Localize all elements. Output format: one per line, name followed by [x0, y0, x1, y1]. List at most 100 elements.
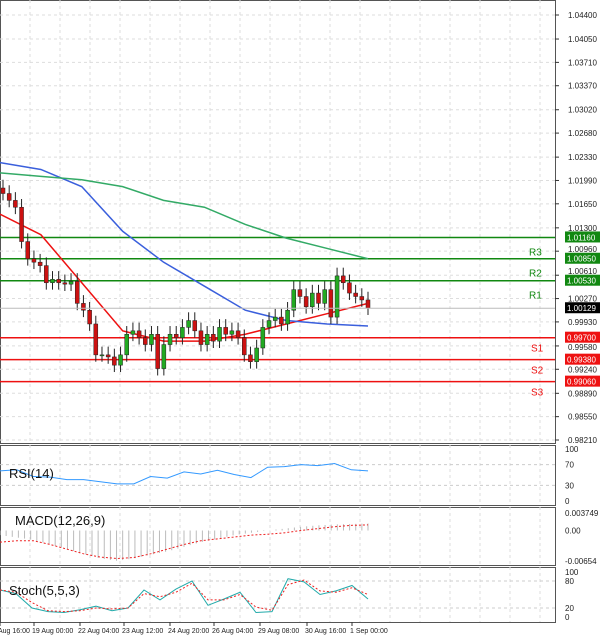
candle-bearish: [13, 200, 18, 208]
candle-bullish: [310, 292, 315, 308]
panel-frame-0: [0, 0, 556, 444]
level-price-label: 1.01160: [567, 233, 596, 242]
candle-bearish: [74, 281, 80, 304]
candle-bullish: [204, 334, 210, 345]
rsi-tick-label: 0: [565, 497, 570, 506]
price-tick-label: 1.01650: [568, 200, 597, 209]
candle-bullish: [254, 347, 259, 362]
candle-bearish: [105, 354, 111, 358]
macd-tick-label: 0.00: [565, 526, 581, 535]
candle-bearish: [6, 193, 12, 201]
price-tick-label: 0.99930: [568, 318, 597, 327]
candle-bearish: [365, 299, 371, 309]
price-tick-label: 1.04050: [568, 35, 597, 44]
price-tick-label: 0.99240: [568, 365, 597, 374]
candle-bearish: [44, 265, 49, 284]
level-price-box: [565, 375, 600, 387]
candle-bearish: [198, 330, 204, 345]
candle-bearish: [136, 330, 142, 338]
price-tick-label: 1.00270: [568, 295, 597, 304]
stoch-tick-label: 0: [565, 613, 570, 622]
candle-bearish: [235, 330, 241, 338]
candle-bearish: [155, 334, 160, 369]
macd-tick-label: -0.00654: [565, 557, 597, 566]
candle-bearish: [297, 289, 303, 297]
candle-bearish: [328, 289, 334, 318]
price-tick-label: 1.03710: [568, 58, 597, 67]
candle-bullish: [50, 279, 55, 284]
candle-bullish: [99, 354, 105, 357]
level-label-R1: R1: [529, 291, 542, 302]
candle-bullish: [229, 330, 235, 335]
price-tick-label: 1.01300: [568, 224, 597, 233]
candle-bullish: [130, 330, 136, 335]
candle-bearish: [62, 282, 68, 285]
level-price-box: [565, 274, 600, 286]
slow-ma-line: [0, 172, 369, 260]
fast-ma-line: [0, 213, 369, 342]
level-price-box: [565, 231, 600, 243]
candle-bearish: [316, 292, 321, 304]
price-tick-label: 0.98210: [568, 436, 597, 445]
candle-bearish: [143, 337, 148, 345]
price-tick-label: 1.01990: [568, 176, 597, 185]
level-price-box: [565, 331, 600, 343]
time-label: 26 Aug 04:00: [212, 628, 253, 635]
level-price-label: 0.99060: [567, 378, 596, 387]
level-price-label: 0.99700: [567, 334, 596, 343]
current-price-label: 1.00129: [567, 304, 596, 313]
candle-bullish: [118, 354, 123, 366]
candle-bearish: [223, 327, 228, 335]
level-label-R3: R3: [529, 247, 542, 258]
candle-bearish: [31, 258, 37, 263]
candle-bearish: [347, 282, 352, 294]
level-price-label: 1.00530: [567, 277, 596, 286]
candle-bearish: [359, 296, 365, 301]
candle-bearish: [192, 320, 198, 332]
price-tick-label: 1.04400: [568, 11, 597, 20]
candle-bearish: [353, 292, 358, 297]
candle-bearish: [211, 334, 216, 342]
rsi-tick-label: 70: [565, 461, 574, 470]
candle-bearish: [303, 296, 309, 308]
candle-bearish: [37, 261, 43, 266]
candle-bullish: [124, 334, 129, 356]
price-tick-label: 0.98890: [568, 389, 597, 398]
candle-bullish: [334, 275, 340, 318]
candle-bearish: [25, 241, 30, 259]
candle-bearish: [93, 323, 99, 356]
candle-bullish: [186, 320, 191, 328]
stoch-signal-line: [0, 579, 369, 613]
level-price-box: [565, 252, 600, 264]
rsi-line: [0, 463, 369, 485]
candle-bearish: [279, 316, 284, 325]
candle-bullish: [161, 344, 167, 369]
candle-bullish: [149, 334, 154, 345]
price-tick-label: 1.03020: [568, 106, 597, 115]
level-price-label: 0.99380: [567, 356, 596, 365]
time-label: 22 Aug 04:00: [78, 628, 119, 635]
candle-bullish: [291, 289, 297, 311]
candle-bearish: [112, 356, 117, 366]
macd-title: MACD(12,26,9): [15, 513, 106, 528]
candle-bearish: [242, 337, 247, 356]
level-label-R2: R2: [529, 269, 542, 280]
candle-bullish: [285, 309, 290, 325]
panel-frame-2: [0, 507, 556, 566]
level-label-S2: S2: [531, 366, 544, 377]
candle-bearish: [19, 206, 24, 242]
candle-bearish: [0, 187, 6, 194]
candle-bullish: [68, 281, 74, 285]
time-label: 24 Aug 20:00: [168, 628, 209, 635]
time-label: 30 Aug 16:00: [305, 628, 346, 635]
candle-bearish: [248, 354, 253, 362]
stoch-tick-label: 100: [565, 568, 579, 577]
stoch-tick-label: 80: [565, 577, 574, 586]
candle-bearish: [87, 309, 92, 325]
time-label: 1 Sep 00:00: [350, 628, 388, 635]
price-tick-label: 1.03370: [568, 82, 597, 91]
candle-bullish: [266, 320, 272, 328]
time-label: 19 Aug 00:00: [32, 628, 73, 635]
candle-bullish: [167, 334, 173, 345]
